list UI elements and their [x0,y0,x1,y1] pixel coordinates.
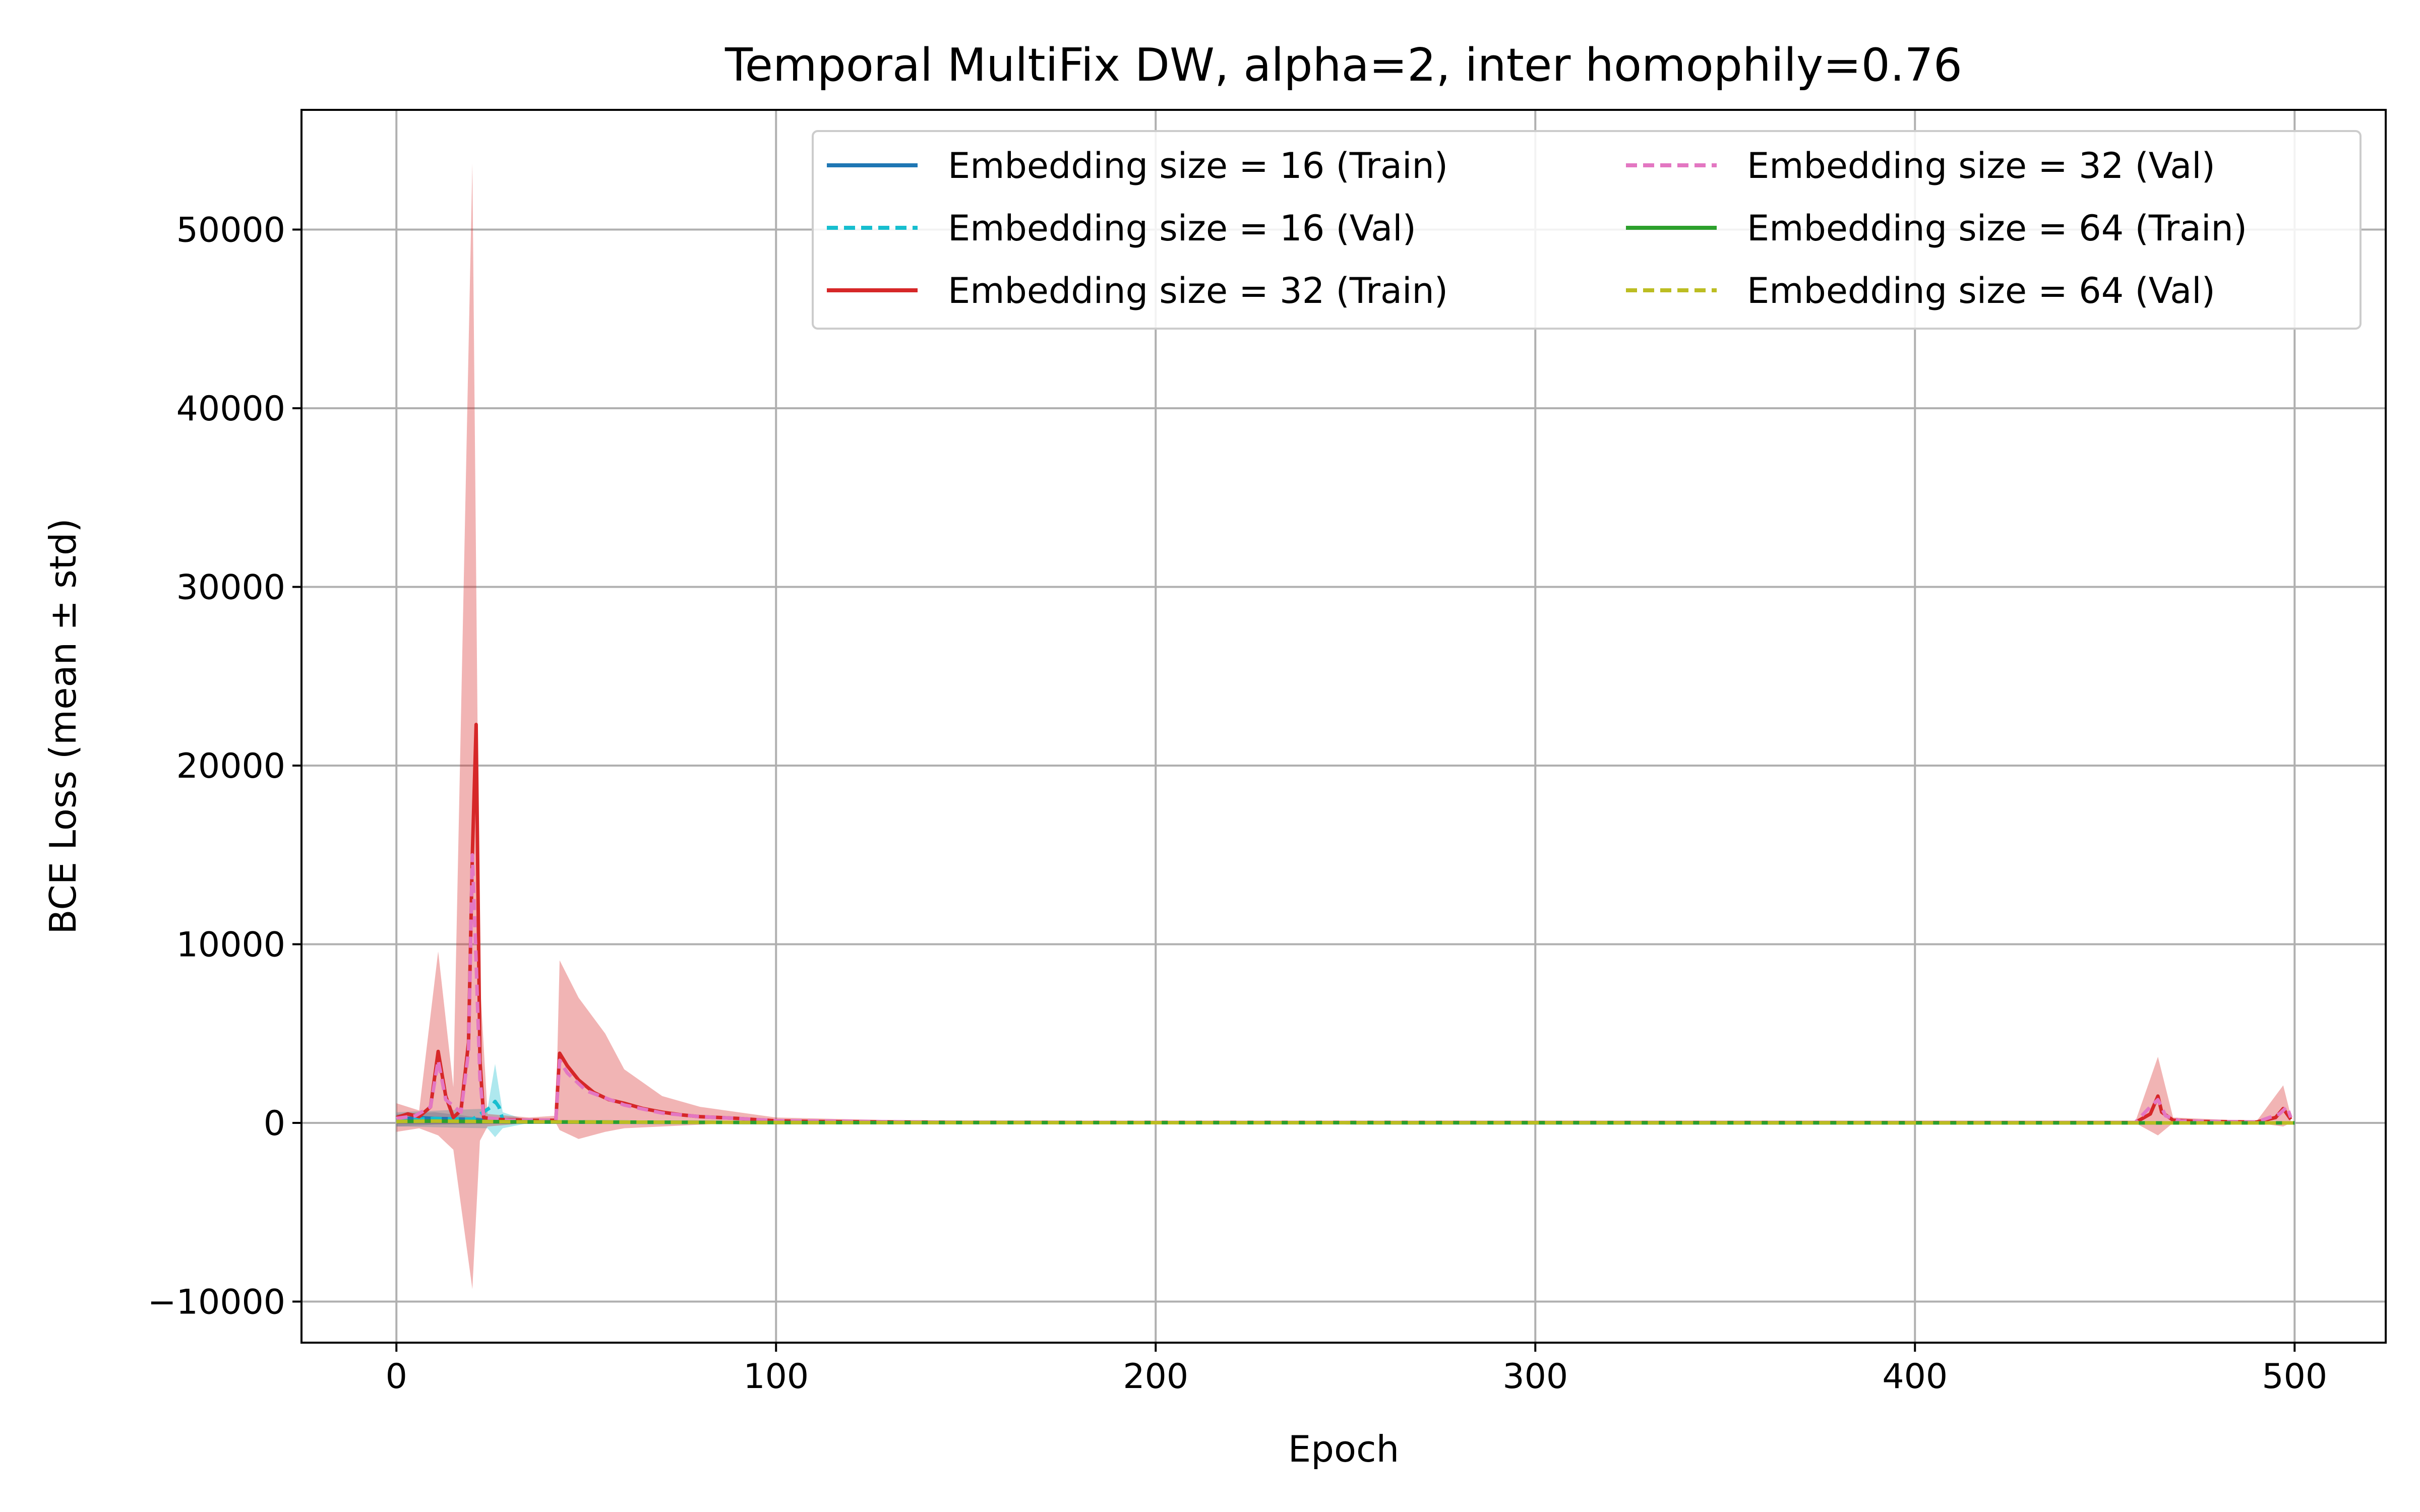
series-line-embedding-size-64-val [396,1119,2295,1125]
x-axis-ticks: 0 100 200 300 400 500 [386,1343,2327,1397]
y-tick-label: 0 [264,1104,285,1144]
y-axis-ticks: −10000 0 10000 20000 30000 40000 50000 [148,211,301,1322]
legend-label: Embedding size = 32 (Train) [948,270,1448,311]
series-line-embedding-size-32-val [396,853,2292,1124]
line-layer [396,723,2295,1125]
x-tick-label: 500 [2262,1357,2327,1397]
y-tick-label: 30000 [176,568,285,607]
legend-entries: Embedding size = 16 (Train) Embedding siz… [827,145,2247,311]
legend-label: Embedding size = 64 (Train) [1747,208,2247,249]
legend-label: Embedding size = 32 (Val) [1747,145,2215,186]
legend-label: Embedding size = 64 (Val) [1747,270,2215,311]
x-tick-label: 300 [1502,1357,1568,1397]
y-tick-label: 20000 [176,746,285,786]
y-tick-label: 10000 [176,925,285,965]
x-tick-label: 200 [1123,1357,1188,1397]
legend: Embedding size = 16 (Train) Embedding siz… [812,130,2362,330]
y-tick-label: −10000 [148,1282,285,1322]
legend-label: Embedding size = 16 (Val) [948,208,1416,249]
plot-frame [300,109,2387,1344]
y-tick-label: 40000 [176,389,285,429]
x-axis-label: Epoch [1288,1428,1399,1470]
x-tick-label: 100 [743,1357,809,1397]
legend-label: Embedding size = 16 (Train) [948,145,1448,186]
y-tick-label: 50000 [176,211,285,250]
x-tick-label: 0 [386,1357,407,1397]
chart-title: Temporal MultiFix DW, alpha=2, inter hom… [724,39,1962,92]
legend-box [812,130,2362,330]
y-axis-label: BCE Loss (mean ± std) [42,518,84,934]
x-tick-label: 400 [1882,1357,1948,1397]
